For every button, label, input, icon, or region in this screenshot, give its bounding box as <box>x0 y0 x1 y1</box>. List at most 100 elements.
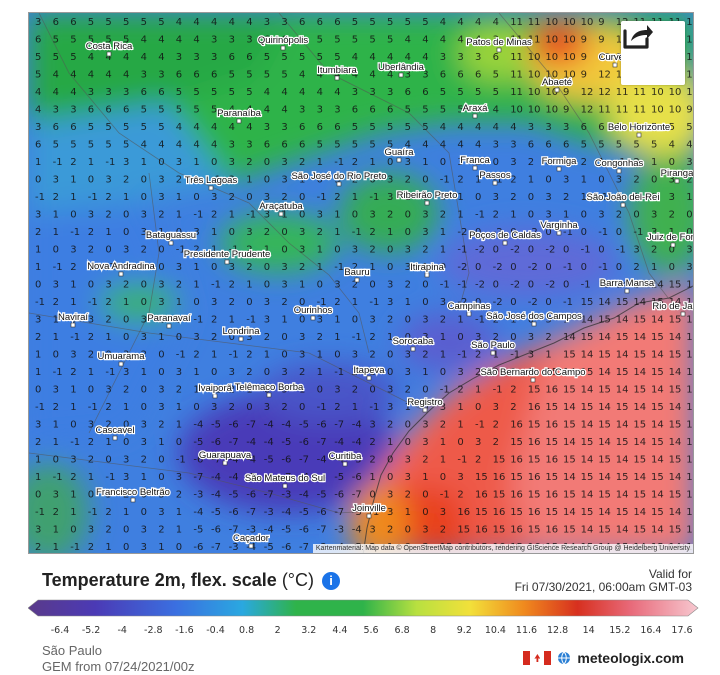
grid-value: 0 <box>35 490 41 501</box>
city-label[interactable]: São José dos Campos <box>485 310 583 327</box>
city-label[interactable]: Franca <box>459 154 492 171</box>
city-label[interactable]: Patos de Minas <box>465 36 533 53</box>
city-label[interactable]: Londrina <box>221 325 261 342</box>
grid-value: 14 <box>598 367 611 378</box>
city-label[interactable]: Araçatuba <box>258 200 305 217</box>
grid-value: 1 <box>405 507 411 518</box>
city-label[interactable]: Chapecó <box>141 552 181 554</box>
city-label[interactable]: Umuarama <box>96 350 146 367</box>
city-label[interactable]: São Bernardo do Campo <box>479 366 587 383</box>
city-label[interactable]: Itirapina <box>409 261 446 278</box>
city-label[interactable]: Presidente Prudente <box>182 248 272 265</box>
city-label[interactable]: Sorocaba <box>391 335 435 352</box>
grid-value: 14 <box>669 297 682 308</box>
city-label[interactable]: Varginha <box>539 219 580 236</box>
city-label[interactable]: Caçador <box>232 532 270 549</box>
city-label[interactable]: Curitiba <box>327 450 363 467</box>
city-label[interactable]: Ivaiporã <box>197 382 234 399</box>
grid-value: 3 <box>317 210 323 221</box>
city-label[interactable]: Paranaíba <box>216 107 263 124</box>
brand-logo[interactable]: meteologix.com <box>523 650 684 666</box>
grid-value: 0 <box>440 157 446 168</box>
city-label[interactable]: Três Lagoas <box>184 174 239 191</box>
grid-value: 2 <box>528 367 534 378</box>
city-label[interactable]: Itapeva <box>352 364 386 381</box>
city-label[interactable]: Guarapuava <box>198 449 253 466</box>
city-label[interactable]: Francisco Beltrão <box>95 486 171 503</box>
city-label[interactable]: Ourinhos <box>293 304 334 321</box>
city-label[interactable]: Belo Horizonte <box>607 121 671 138</box>
city-label[interactable]: Naviraí <box>57 311 90 328</box>
grid-value: 4 <box>493 122 499 133</box>
grid-value: 5 <box>35 52 41 63</box>
grid-value: 3 <box>422 437 428 448</box>
weather-map[interactable]: 3665555544444336665555544441111101010912… <box>28 12 694 554</box>
grid-value: 5 <box>387 35 393 46</box>
city-label[interactable]: Joinville <box>351 502 387 519</box>
city-label[interactable]: Congonhas <box>593 157 645 174</box>
grid-value: -4 <box>299 490 309 501</box>
grid-value: -4 <box>281 420 291 431</box>
grid-value: 15 <box>686 402 694 413</box>
city-label[interactable]: Juiz de Fora <box>646 231 694 248</box>
city-label[interactable]: Rio de Janeiro <box>651 300 694 317</box>
city-label[interactable]: São João del-Rei <box>585 191 661 208</box>
share-button[interactable] <box>621 21 685 85</box>
grid-value: 0 <box>158 367 164 378</box>
city-label[interactable]: Araxá <box>461 102 489 119</box>
grid-value: 15 <box>493 490 506 501</box>
city-label[interactable]: Itumbiara <box>316 64 359 81</box>
city-label[interactable]: Campinas <box>446 300 492 317</box>
grid-value: 12 <box>598 70 611 81</box>
grid-value: 3 <box>211 297 217 308</box>
grid-value: 5 <box>158 122 164 133</box>
city-label[interactable]: Passos <box>478 169 512 186</box>
grid-value: 14 <box>581 350 594 361</box>
grid-value: 15 <box>563 525 576 536</box>
city-label[interactable]: Poços de Caldas <box>468 229 542 246</box>
city-label[interactable]: Ribeirão Preto <box>395 189 459 206</box>
city-label[interactable]: São José do Rio Preto <box>290 170 388 187</box>
grid-value: 0 <box>545 175 551 186</box>
info-icon[interactable]: i <box>322 571 340 590</box>
city-label[interactable]: Registro <box>406 396 444 413</box>
grid-value: 14 <box>651 280 664 291</box>
city-label[interactable]: Nova Andradina <box>86 260 157 277</box>
city-label[interactable]: Barra Mansa <box>599 277 656 294</box>
grid-value: 0 <box>141 402 147 413</box>
grid-value: -4 <box>264 437 274 448</box>
grid-value: 14 <box>669 507 682 518</box>
grid-value: -4 <box>246 437 256 448</box>
city-label[interactable]: Abaeté <box>541 76 573 93</box>
city-label[interactable]: Cascavel <box>94 424 136 441</box>
city-label[interactable]: Telêmaco Borba <box>233 381 305 398</box>
city-label[interactable]: Piranga <box>659 167 694 184</box>
city-label[interactable]: Bauru <box>343 266 371 283</box>
grid-value: 0 <box>334 245 340 256</box>
city-label[interactable]: Guaíra <box>383 146 415 163</box>
grid-value: -4 <box>193 420 203 431</box>
city-label[interactable]: Uberlândia <box>377 61 426 78</box>
city-label[interactable]: Formiga <box>540 155 578 172</box>
grid-value: 0 <box>581 210 587 221</box>
grid-value: -4 <box>264 420 274 431</box>
grid-value: 0 <box>141 490 147 501</box>
valid-datetime: Fri 07/30/2021, 06:00am GMT-03 <box>514 580 692 594</box>
grid-value: 10 <box>563 52 576 63</box>
grid-value: -2 <box>493 262 503 273</box>
grid-value: 15 <box>633 350 646 361</box>
city-name: Joinville <box>352 503 386 514</box>
city-label[interactable]: São Mateus do Sul <box>244 472 326 489</box>
city-label[interactable]: Paranavaí <box>146 312 192 329</box>
grid-value: 1 <box>457 315 463 326</box>
grid-value: -1 <box>457 245 467 256</box>
grid-value: 6 <box>422 87 428 98</box>
grid-value: 4 <box>158 52 164 63</box>
city-label[interactable]: São Paulo <box>470 339 516 356</box>
grid-value: 16 <box>545 385 558 396</box>
city-label[interactable]: Quirinópolis <box>257 34 310 51</box>
city-label[interactable]: Bataguassu <box>145 229 197 246</box>
grid-value: 15 <box>598 455 611 466</box>
city-label[interactable]: Costa Rica <box>85 40 134 57</box>
grid-value: 3 <box>545 122 551 133</box>
